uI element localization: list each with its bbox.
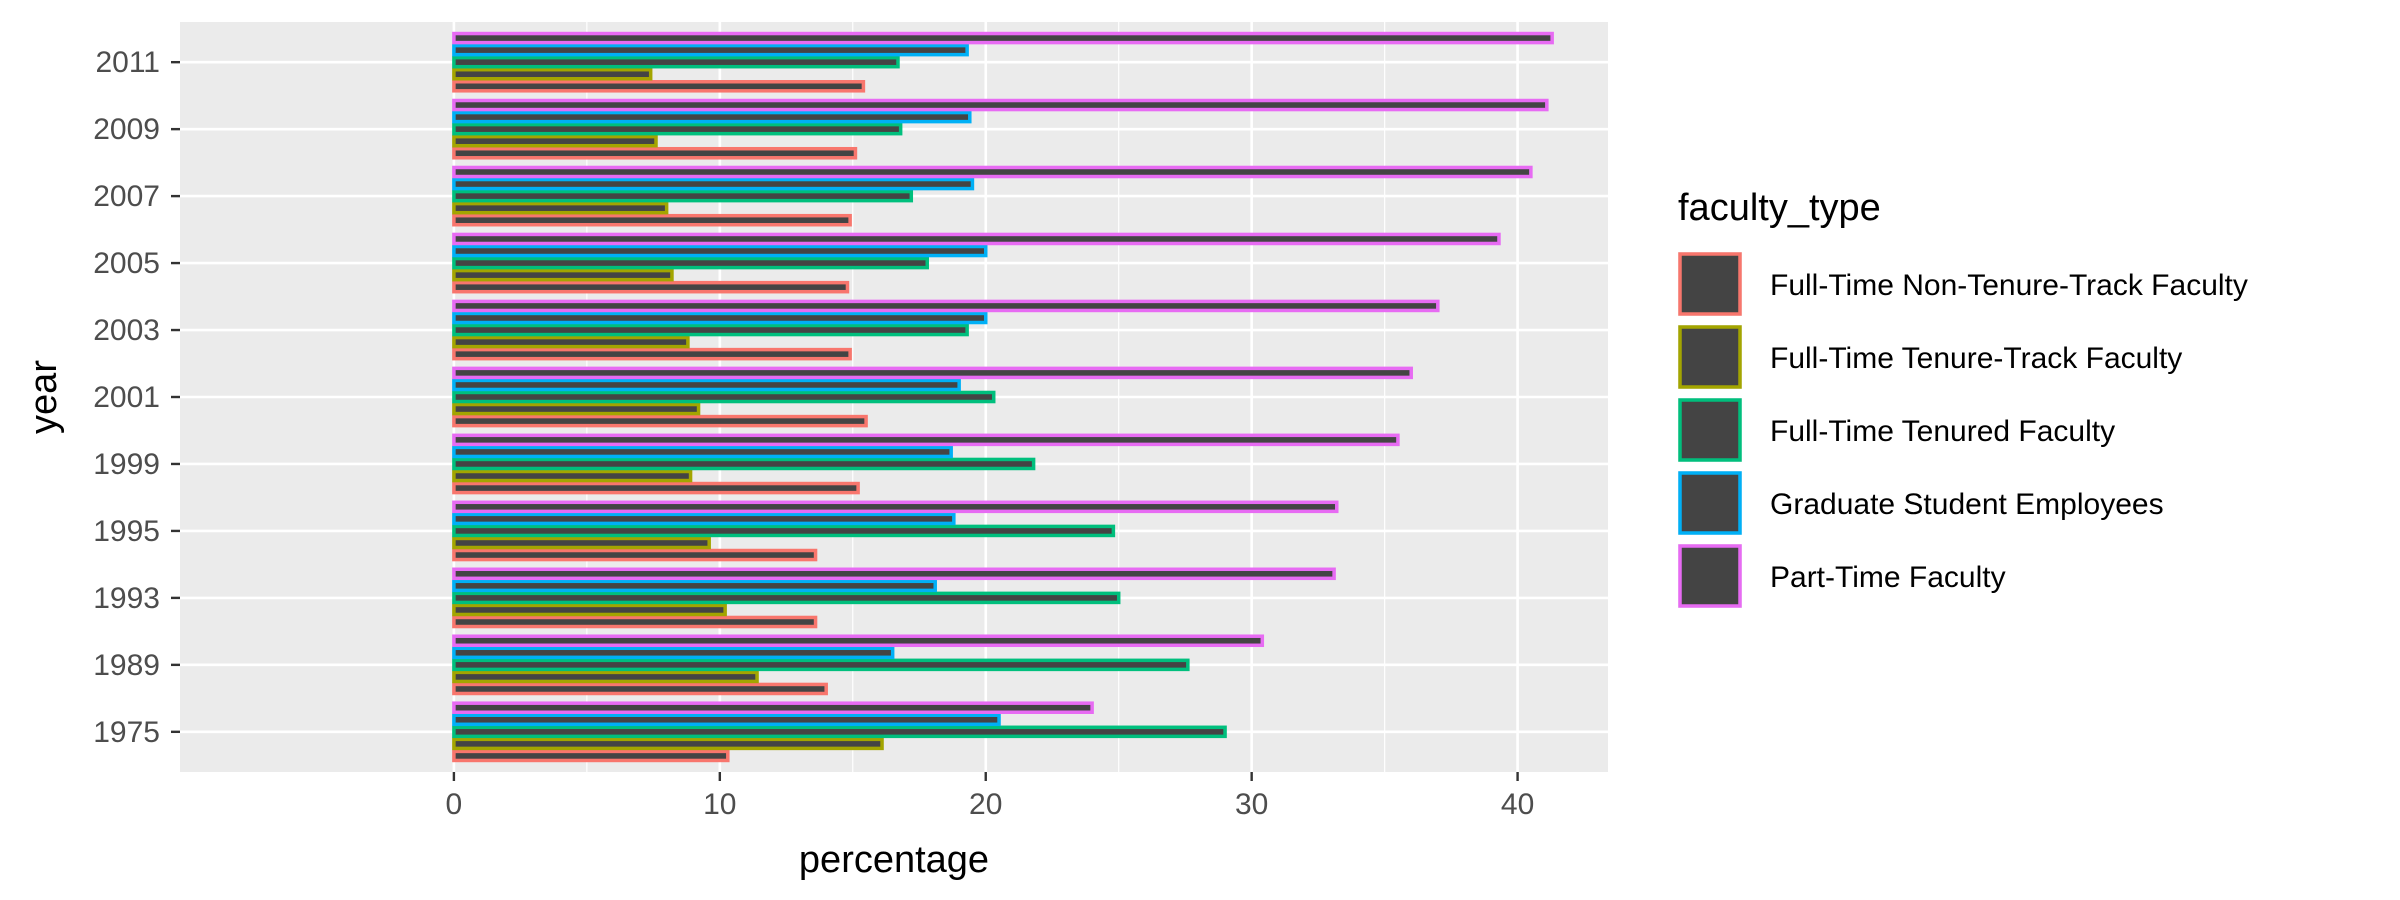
bar <box>452 481 860 495</box>
bar <box>452 347 852 361</box>
bar <box>452 98 1549 112</box>
y-tick-label: 2005 <box>93 247 160 280</box>
legend-label: Full-Time Tenure-Track Faculty <box>1770 342 2182 375</box>
bar <box>452 311 988 325</box>
y-tick-label: 2003 <box>93 314 160 347</box>
bar <box>452 268 674 282</box>
bar <box>452 323 969 337</box>
bar <box>452 512 956 526</box>
bar <box>452 31 1554 45</box>
legend-label: Part-Time Faculty <box>1770 561 2006 594</box>
bar <box>452 43 969 57</box>
x-axis-title: percentage <box>799 839 989 881</box>
y-tick-label: 1995 <box>93 515 160 548</box>
bar <box>452 232 1501 246</box>
bar <box>452 500 1339 514</box>
bar <box>452 603 727 617</box>
bar <box>452 244 988 258</box>
bar <box>452 658 1190 672</box>
bar <box>452 213 852 227</box>
x-tick-label: 10 <box>703 788 736 821</box>
bar <box>452 299 1440 313</box>
legend-key <box>1678 252 1742 316</box>
legend-label: Graduate Student Employees <box>1770 488 2164 521</box>
bar <box>452 335 690 349</box>
x-tick-label: 40 <box>1501 788 1534 821</box>
legend-key <box>1678 325 1742 389</box>
legend-key <box>1678 471 1742 535</box>
legend-key <box>1678 398 1742 462</box>
bar <box>452 524 1116 538</box>
bars <box>452 31 1554 763</box>
x-tick-label: 30 <box>1235 788 1268 821</box>
bar <box>452 469 693 483</box>
y-axis-title: year <box>23 360 65 434</box>
x-tick-label: 20 <box>969 788 1002 821</box>
bar <box>452 146 858 160</box>
bar <box>452 634 1265 648</box>
bar <box>452 201 669 215</box>
bar <box>452 414 868 428</box>
bar <box>452 615 818 629</box>
legend-label: Full-Time Tenured Faculty <box>1770 415 2115 448</box>
y-tick-label: 2009 <box>93 113 160 146</box>
bar <box>452 55 900 69</box>
bar <box>452 67 653 81</box>
bar <box>452 579 937 593</box>
bar <box>452 390 996 404</box>
bar <box>452 280 850 294</box>
bar <box>452 682 828 696</box>
bar <box>452 402 701 416</box>
legend-key <box>1678 544 1742 608</box>
bar <box>452 378 961 392</box>
axes: 0 10 20 30 40 1975 1989 1993 1995 1999 2001 2003 200… <box>93 46 1534 821</box>
bar <box>452 366 1413 380</box>
bar <box>452 122 903 136</box>
y-tick-label: 2007 <box>93 180 160 213</box>
y-tick-label: 2001 <box>93 381 160 414</box>
bar <box>452 670 759 684</box>
x-tick-label: 0 <box>446 788 463 821</box>
bar <box>452 567 1336 581</box>
bar <box>452 165 1533 179</box>
y-tick-label: 1975 <box>93 716 160 749</box>
bar <box>452 646 895 660</box>
bar <box>452 110 972 124</box>
bar <box>452 591 1121 605</box>
legend: faculty_type Full-Time Non-Tenure-Track … <box>1678 187 2248 608</box>
bar <box>452 536 711 550</box>
bar <box>452 737 884 751</box>
bar <box>452 256 929 270</box>
bar <box>452 457 1036 471</box>
y-tick-label: 1989 <box>93 649 160 682</box>
bar <box>452 177 975 191</box>
y-tick-label: 2011 <box>95 46 160 79</box>
bar <box>452 189 914 203</box>
bar <box>452 548 818 562</box>
bar <box>452 713 1001 727</box>
bar <box>452 80 866 93</box>
bar <box>452 749 730 763</box>
legend-title: faculty_type <box>1678 187 1881 229</box>
y-tick-label: 1999 <box>93 448 160 481</box>
legend-label: Full-Time Non-Tenure-Track Faculty <box>1770 269 2248 302</box>
bar <box>452 445 953 459</box>
y-tick-label: 1993 <box>93 582 160 615</box>
bar <box>452 725 1227 739</box>
bar <box>452 134 658 148</box>
bar <box>452 433 1400 447</box>
bar <box>452 701 1094 714</box>
